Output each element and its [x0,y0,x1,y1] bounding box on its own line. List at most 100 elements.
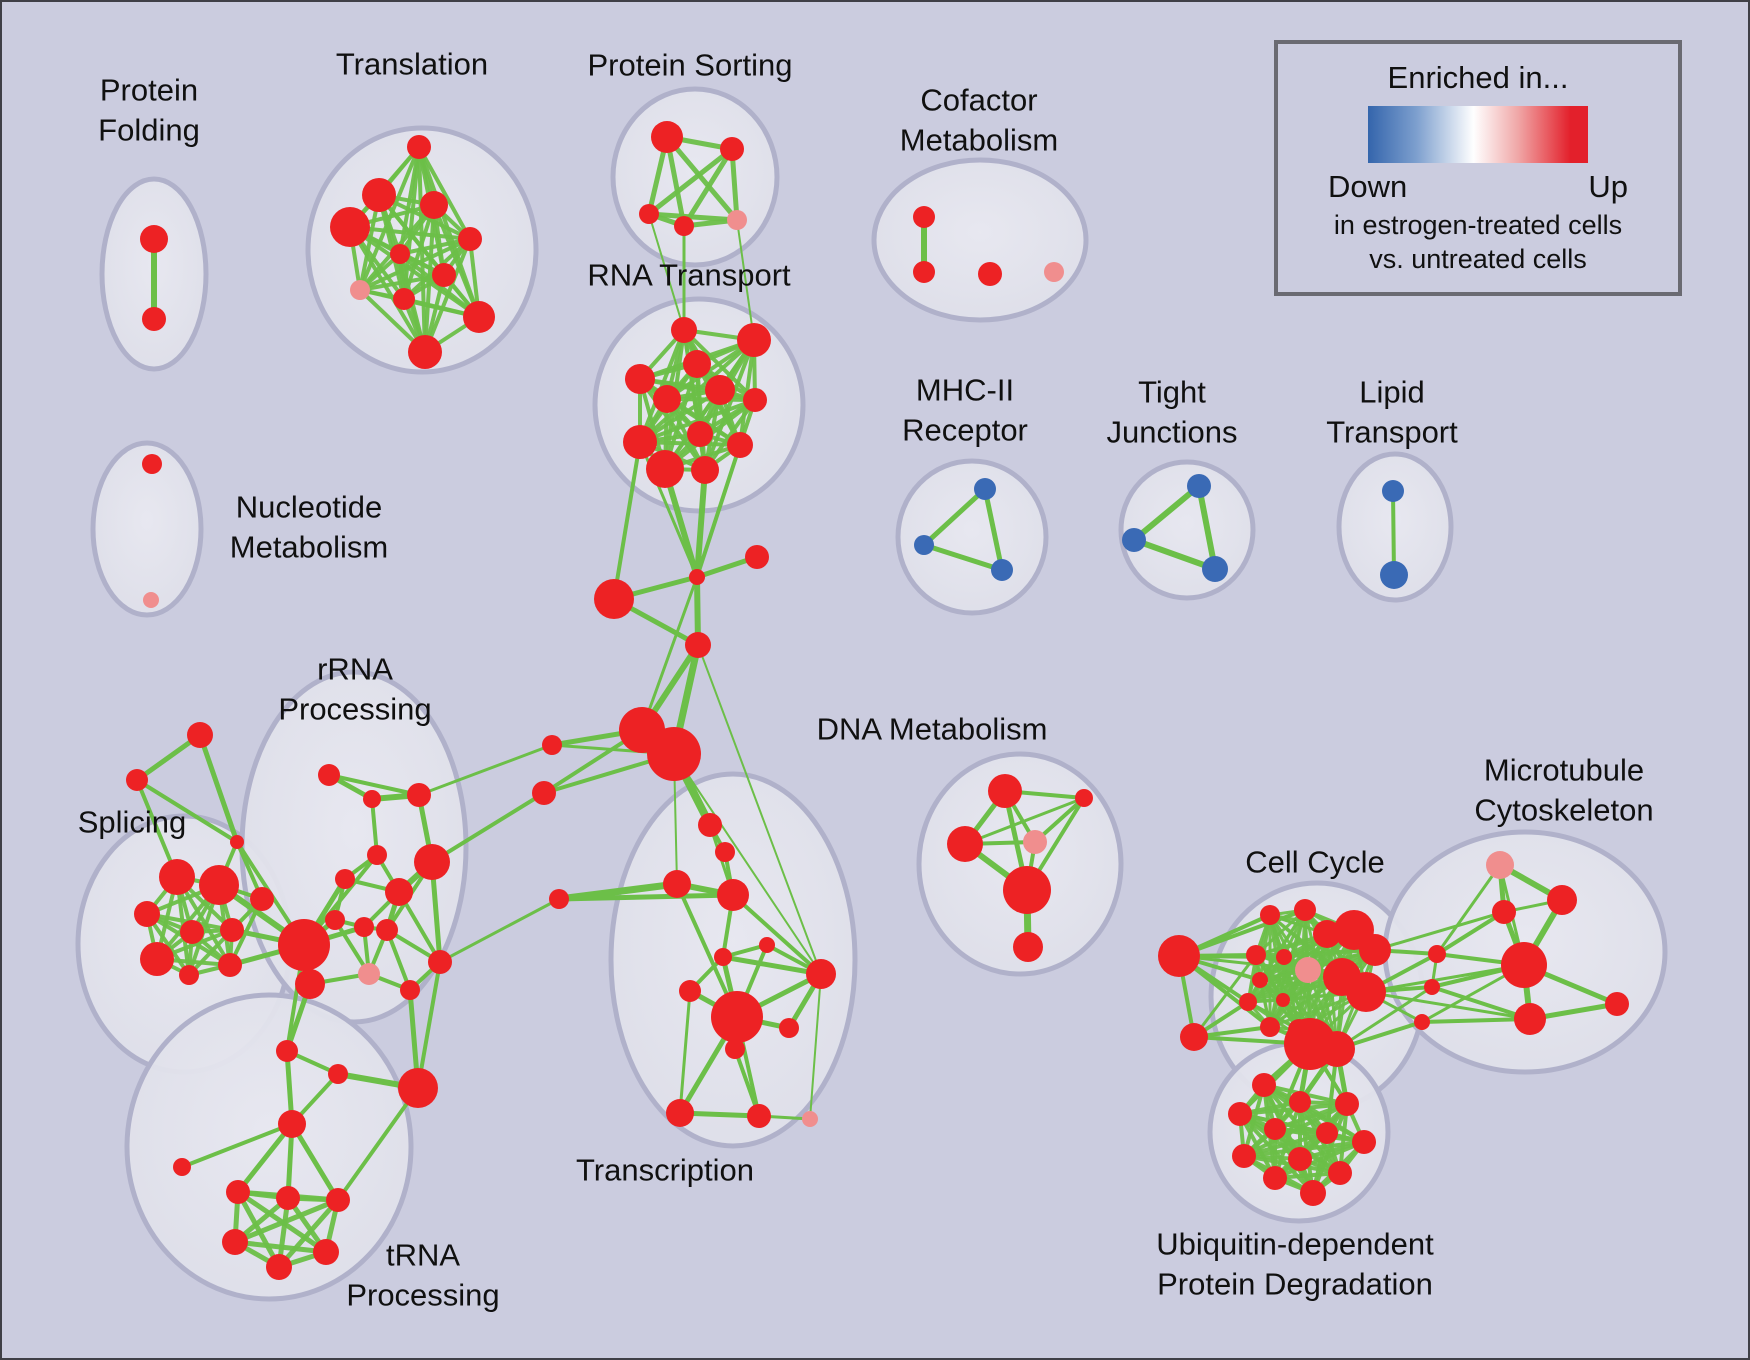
network-node [134,901,160,927]
network-node [325,910,345,930]
network-node [362,178,396,212]
network-node [140,225,168,253]
network-node [326,1188,350,1212]
network-node [663,870,691,898]
cluster-label-mhc-ii-receptor: Receptor [902,413,1028,448]
network-node [250,887,274,911]
network-node [689,569,705,585]
network-edge [646,146,735,217]
network-node [278,919,330,971]
cluster-label-translation: Translation [336,47,488,82]
network-node [143,592,159,608]
network-node [313,1239,339,1265]
network-edge [327,773,421,797]
network-node [988,774,1022,808]
network-node [532,781,556,805]
network-node [187,722,213,748]
legend-up-label: Up [1588,169,1628,204]
network-node [1316,1122,1338,1144]
network-node [222,1229,248,1255]
network-node [1180,1023,1208,1051]
network-node [717,879,749,911]
network-node [1295,957,1321,983]
network-node [1492,900,1516,924]
network-node [715,842,735,862]
network-edge [678,989,692,1115]
network-edge [638,377,707,472]
cluster-label-cofactor-metabolism: Cofactor [920,83,1037,118]
cluster-label-nucleotide-metabolism: Metabolism [230,530,389,565]
cluster-label-lipid-transport: Lipid [1359,375,1425,410]
network-node [913,206,935,228]
network-edge [1420,1017,1532,1024]
network-node [179,965,199,985]
network-node [1424,979,1440,995]
network-node [367,845,387,865]
network-node [727,432,753,458]
network-node [1547,885,1577,915]
network-node [705,375,735,405]
network-edge [235,1121,295,1195]
network-node [913,261,935,283]
network-node [140,942,174,976]
network-node [1328,1161,1352,1185]
network-node [623,425,657,459]
network-edge [1430,985,1532,1021]
network-node [407,783,431,807]
network-node [978,262,1002,286]
network-node [691,456,719,484]
network-node [542,735,562,755]
legend-endpoint-labels: Down Up [1328,169,1628,205]
network-node [698,813,722,837]
network-node [1335,1092,1359,1116]
network-edge [665,338,756,401]
legend-down-label: Down [1328,169,1408,204]
network-node [1346,972,1386,1012]
network-node [335,869,355,889]
network-edge [1273,1140,1366,1180]
network-edge [664,134,740,223]
network-edge [612,440,642,601]
network-node [1319,1031,1355,1067]
legend-gradient-bar [1368,106,1588,163]
network-node [330,207,370,247]
network-node [685,632,711,658]
network-node [1158,935,1200,977]
cluster-label-trna-processing: tRNA [386,1238,460,1273]
network-node [806,959,836,989]
network-node [720,137,744,161]
network-edge [180,1122,294,1169]
cluster-tight-junctions [1118,459,1256,601]
network-node [173,1158,191,1176]
network-edge [1335,985,1434,1051]
network-node [463,301,495,333]
network-node [266,1254,292,1280]
network-edge [1364,990,1532,1021]
network-edge [289,1121,341,1203]
network-edge [235,1189,282,1270]
network-node [1252,972,1268,988]
cluster-label-transcription: Transcription [576,1153,754,1188]
network-node [671,317,697,343]
network-edge [416,960,442,1090]
network-node [1352,1130,1376,1154]
network-edge [336,1086,420,1202]
cluster-label-microtubule-cytoskeleton: Cytoskeleton [1474,793,1653,828]
network-node [991,559,1013,581]
network-node [1260,1017,1280,1037]
network-edge [348,225,472,241]
network-edge [640,575,699,732]
network-node [400,980,420,1000]
network-node [653,385,681,413]
cluster-label-trna-processing: Processing [346,1278,499,1313]
network-edge [276,1197,341,1270]
network-node [725,1039,745,1059]
network-edge [1177,954,1310,972]
network-node [647,727,701,781]
network-node [363,790,381,808]
network-edge [417,145,472,241]
network-edge [1391,489,1396,577]
network-edge [648,213,685,331]
cluster-label-protein-folding: Folding [98,113,200,148]
